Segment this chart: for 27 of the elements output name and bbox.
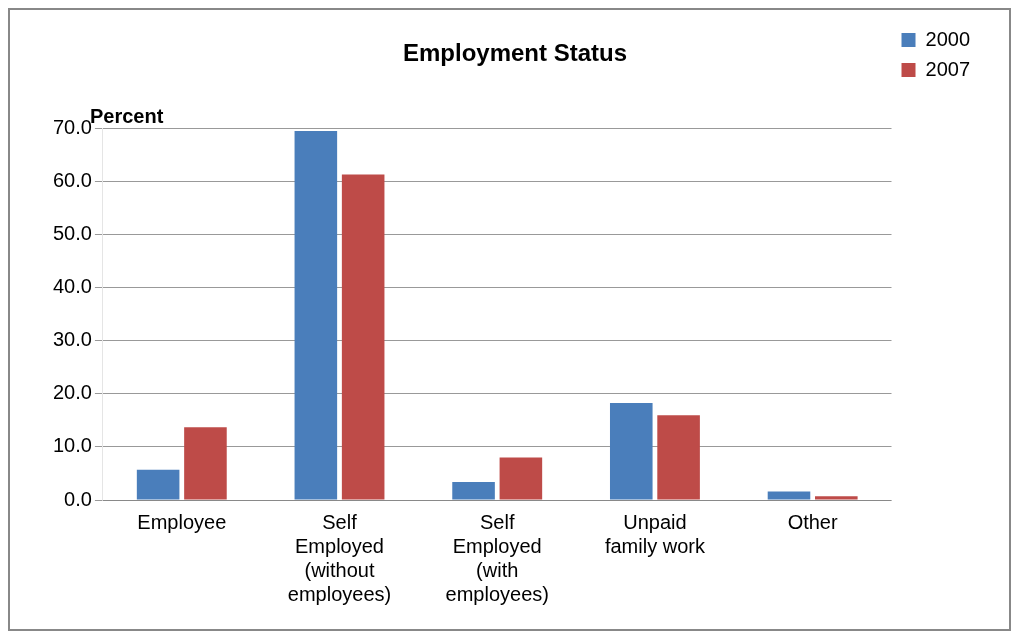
x-tick-label: Unpaid family work: [604, 510, 706, 557]
y-tick-label: 70.0: [52, 116, 92, 139]
legend-label: 2007: [925, 57, 971, 80]
bar: [815, 496, 858, 500]
legend-label: 2000: [925, 27, 971, 50]
bar: [609, 402, 653, 500]
y-tick-label: 30.0: [52, 328, 92, 351]
y-tick-label: 50.0: [52, 222, 92, 245]
x-tick-label: Employee: [137, 510, 227, 533]
y-tick-label: 60.0: [52, 169, 92, 192]
bar: [184, 427, 227, 500]
bar: [136, 469, 180, 500]
bar: [767, 491, 811, 500]
x-tick-label: Other: [787, 510, 838, 533]
y-tick-label: 0.0: [64, 487, 92, 510]
bar: [657, 415, 700, 500]
chart-title: Employment Status: [402, 39, 628, 67]
x-tick-label: Self Employed (with employees): [445, 510, 549, 605]
bar: [499, 457, 543, 500]
bar: [452, 481, 495, 500]
y-tick-label: 20.0: [52, 381, 92, 404]
y-tick-label: 40.0: [52, 275, 92, 298]
bar: [294, 130, 338, 500]
y-axis-title: Percent: [90, 105, 164, 127]
bar: [341, 174, 385, 500]
y-tick-label: 10.0: [52, 434, 92, 457]
x-tick-label: Self Employed (without employees): [287, 510, 392, 605]
